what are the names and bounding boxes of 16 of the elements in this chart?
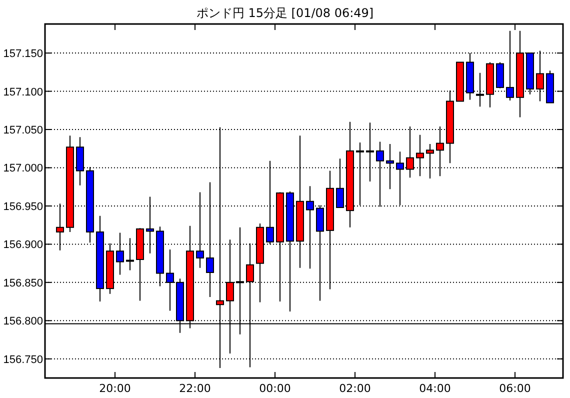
y-tick-label: 156.900	[3, 239, 43, 252]
chart-title: ポンド円 15分足 [01/08 06:49]	[196, 6, 374, 20]
x-tick-label: 06:00	[499, 382, 531, 395]
x-tick-label: 00:00	[259, 382, 291, 395]
x-tick-label: 22:00	[179, 382, 211, 395]
y-tick-label: 157.000	[3, 162, 43, 175]
y-tick-label: 156.750	[3, 354, 43, 366]
y-tick-label: 156.800	[3, 316, 43, 328]
x-tick-label: 20:00	[99, 382, 131, 395]
x-tick-label: 04:00	[419, 382, 451, 395]
y-tick-label: 157.150	[3, 48, 43, 60]
y-tick-label: 156.950	[3, 200, 43, 213]
y-tick-label: 157.100	[3, 86, 43, 98]
y-tick-label: 157.050	[3, 124, 43, 137]
y-tick-label: 156.850	[3, 277, 43, 290]
x-tick-label: 02:00	[339, 382, 371, 395]
